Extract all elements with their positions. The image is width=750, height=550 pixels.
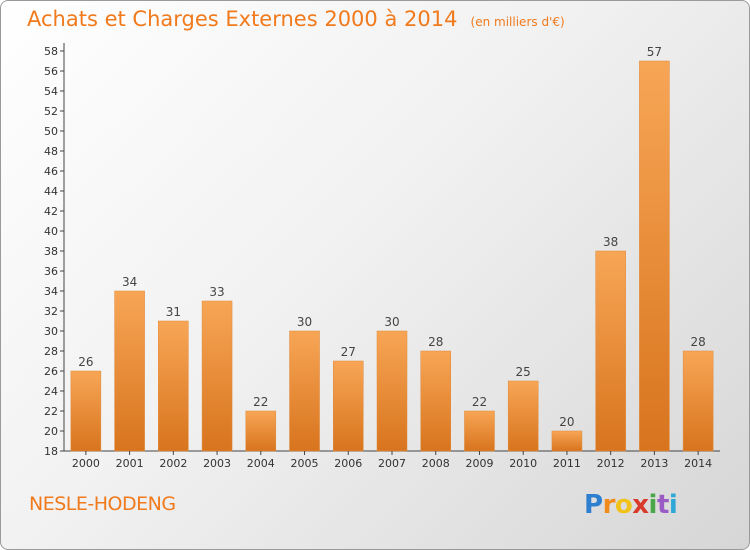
- x-tick-label-2004: 2004: [247, 457, 275, 470]
- logo-letter: i: [648, 490, 658, 520]
- logo-letter: P: [584, 490, 603, 520]
- x-tick-label-2001: 2001: [116, 457, 144, 470]
- bar-2005: [289, 330, 320, 452]
- bar-2014: [682, 350, 714, 452]
- bar-2012: [595, 250, 626, 452]
- x-tick-label-2002: 2002: [159, 457, 187, 470]
- y-tick-label: 36: [44, 265, 58, 278]
- x-tick-label-2000: 2000: [72, 457, 100, 470]
- x-axis-ticks: 2000 2001 2002 2003 2004 2005 2006 2007 2008 2009…: [72, 451, 712, 470]
- bar-2011: [551, 430, 583, 452]
- x-tick-label-2011: 2011: [553, 457, 581, 470]
- bar-2000: [70, 370, 102, 452]
- chart-title: Achats et Charges Externes 2000 à 2014: [27, 7, 458, 31]
- logo-letter: o: [614, 490, 633, 520]
- x-tick-label-2010: 2010: [509, 457, 537, 470]
- logo-letter: x: [632, 490, 649, 520]
- x-tick-label-2007: 2007: [378, 457, 406, 470]
- y-tick-label: 54: [44, 85, 58, 98]
- bar-2009: [464, 410, 495, 452]
- chart-unit: (en milliers d'€): [470, 15, 565, 29]
- value-label-2008: 28: [428, 335, 443, 349]
- y-tick-label: 32: [44, 305, 58, 318]
- y-tick-label: 52: [44, 105, 58, 118]
- value-label-2002: 31: [166, 305, 181, 319]
- value-label-2007: 30: [384, 315, 399, 329]
- x-tick-label-2009: 2009: [465, 457, 493, 470]
- y-tick-label: 44: [44, 185, 58, 198]
- y-tick-label: 24: [44, 385, 58, 398]
- bar-2002: [158, 320, 189, 452]
- x-tick-label-2003: 2003: [203, 457, 231, 470]
- value-label-2010: 25: [516, 365, 531, 379]
- y-tick-label: 20: [44, 425, 58, 438]
- y-tick-label: 22: [44, 405, 58, 418]
- y-tick-label: 48: [44, 145, 58, 158]
- logo-letter: r: [602, 490, 616, 520]
- bar-2007: [376, 330, 408, 452]
- y-tick-label: 30: [44, 325, 58, 338]
- value-label-2014: 28: [690, 335, 705, 349]
- value-label-2006: 27: [341, 345, 356, 359]
- bar-2010: [507, 380, 539, 452]
- value-label-2009: 22: [472, 395, 487, 409]
- x-tick-label-2006: 2006: [334, 457, 362, 470]
- y-tick-label: 28: [44, 345, 58, 358]
- proxiti-logo: Proxiti: [584, 490, 678, 520]
- value-label-2001: 34: [122, 275, 137, 289]
- value-labels: 26 34 31 33 22 30 27 30 28 22 25 20 38 57 28: [78, 45, 706, 429]
- bar-2001: [114, 290, 145, 452]
- value-label-2003: 33: [209, 285, 224, 299]
- logo-letter: i: [668, 490, 678, 520]
- value-label-2000: 26: [78, 355, 93, 369]
- value-label-2012: 38: [603, 235, 618, 249]
- x-tick-label-2008: 2008: [422, 457, 450, 470]
- bar-2006: [333, 360, 364, 452]
- bar-2003: [201, 300, 233, 452]
- x-tick-label-2005: 2005: [291, 457, 319, 470]
- commune-name: NESLE-HODENG: [29, 493, 176, 515]
- x-tick-label-2013: 2013: [640, 457, 668, 470]
- value-label-2004: 22: [253, 395, 268, 409]
- y-tick-label: 34: [44, 285, 58, 298]
- y-tick-label: 58: [44, 45, 58, 58]
- logo-letter: t: [656, 490, 669, 520]
- bars: [70, 60, 714, 452]
- bar-2013: [639, 60, 670, 452]
- title-row: Achats et Charges Externes 2000 à 2014 (…: [27, 7, 565, 31]
- y-tick-label: 38: [44, 245, 58, 258]
- y-tick-label: 42: [44, 205, 58, 218]
- y-tick-label: 50: [44, 125, 58, 138]
- y-tick-label: 56: [44, 65, 58, 78]
- y-axis-ticks: 18 20 22 24 26 28 30 32 34 36 38 40 42 44 46 48 50 52 54 56…: [44, 45, 64, 458]
- bar-2004: [245, 410, 277, 452]
- y-tick-label: 18: [44, 445, 58, 458]
- x-tick-label-2014: 2014: [684, 457, 712, 470]
- x-tick-label-2012: 2012: [597, 457, 625, 470]
- value-label-2005: 30: [297, 315, 312, 329]
- bar-2008: [420, 350, 451, 452]
- value-label-2013: 57: [647, 45, 662, 59]
- y-tick-label: 46: [44, 165, 58, 178]
- y-tick-label: 40: [44, 225, 58, 238]
- y-tick-label: 26: [44, 365, 58, 378]
- value-label-2011: 20: [559, 415, 574, 429]
